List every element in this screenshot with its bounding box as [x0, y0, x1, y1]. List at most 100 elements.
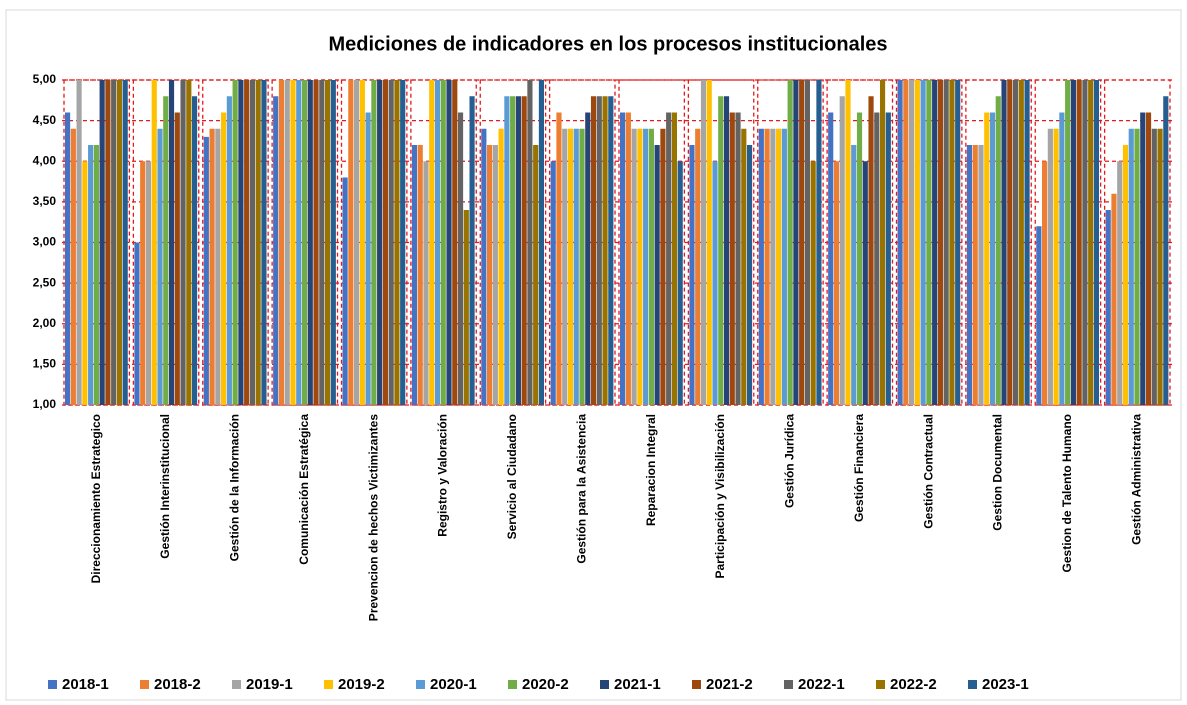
y-tick-label: 3,50: [33, 194, 57, 208]
bar: [932, 80, 938, 405]
bar: [885, 112, 891, 405]
x-tick-label: Participación y Visibilización: [713, 414, 727, 579]
y-tick-label: 4,00: [33, 153, 57, 167]
chart-title: Mediciones de indicadores en los proceso…: [328, 33, 887, 55]
y-tick-label: 1,00: [33, 397, 57, 411]
bar: [590, 96, 597, 405]
bar: [567, 128, 574, 405]
bar: [469, 96, 475, 405]
bar: [365, 112, 371, 405]
bar: [457, 112, 464, 405]
bar: [296, 80, 302, 405]
bar: [793, 80, 799, 405]
bar: [585, 112, 591, 405]
bar: [82, 161, 88, 405]
bar: [307, 80, 313, 405]
bar: [862, 161, 868, 405]
bar: [324, 80, 331, 405]
legend-swatch: [416, 680, 425, 689]
bar: [1157, 128, 1163, 405]
x-tick-label: Gestión Contractual: [921, 414, 935, 529]
bar: [452, 80, 458, 405]
bar: [556, 112, 562, 405]
bar: [93, 145, 99, 405]
bar: [949, 80, 955, 405]
bar: [937, 80, 943, 405]
legend-label: 2019-1: [246, 676, 293, 693]
bar: [602, 96, 608, 405]
bar: [1111, 193, 1117, 405]
bar: [729, 112, 735, 405]
bar: [879, 80, 886, 405]
bar: [573, 128, 579, 405]
bar: [723, 96, 730, 405]
legend-swatch: [784, 680, 793, 689]
bar: [1134, 128, 1140, 405]
bar: [579, 128, 585, 405]
legend-swatch: [508, 680, 517, 689]
y-tick-label: 2,50: [33, 275, 57, 289]
bar: [284, 80, 290, 405]
bar: [70, 128, 76, 405]
legend-swatch: [324, 680, 333, 689]
bar: [446, 80, 452, 405]
bar: [677, 161, 683, 405]
legend-label: 2022-2: [890, 676, 937, 693]
bar: [770, 128, 776, 405]
legend-swatch: [692, 680, 701, 689]
legend-label: 2018-2: [154, 676, 201, 693]
y-tick-label: 4,50: [33, 113, 57, 127]
bar: [417, 145, 423, 405]
bar: [608, 96, 614, 405]
bar: [1047, 128, 1053, 405]
bar: [712, 161, 718, 405]
bar: [215, 128, 221, 405]
x-tick-label: Gestión Interinstitucional: [158, 414, 172, 559]
bar: [984, 112, 990, 405]
bar: [903, 80, 909, 405]
x-tick-label: Gestión de la Información: [228, 414, 242, 561]
legend-swatch: [600, 680, 609, 689]
x-tick-label: Servicio al Ciudadano: [505, 414, 519, 539]
bar: [845, 80, 851, 405]
bar: [244, 80, 250, 405]
bar: [1018, 80, 1024, 405]
bar: [163, 96, 169, 405]
bar: [377, 80, 383, 405]
bar: [660, 128, 666, 405]
bar: [550, 161, 556, 405]
bar: [631, 128, 637, 405]
bar: [371, 80, 377, 405]
bar: [168, 80, 175, 405]
bar: [521, 96, 527, 405]
x-tick-label: Gestión Jurídica: [783, 414, 797, 508]
bar: [1117, 161, 1123, 405]
bar: [700, 80, 707, 405]
bar: [943, 80, 949, 405]
bar: [1053, 128, 1059, 405]
bar: [776, 128, 782, 405]
y-tick-label: 5,00: [33, 72, 57, 86]
bar: [348, 80, 354, 405]
x-tick-label: Comunicación Estratégica: [297, 414, 311, 565]
bar: [856, 112, 863, 405]
legend-label: 2020-1: [430, 676, 477, 693]
bar: [1076, 80, 1082, 405]
bar: [394, 80, 400, 405]
bar: [914, 80, 920, 405]
bar: [65, 112, 71, 405]
bar: [249, 80, 256, 405]
bar: [671, 112, 678, 405]
bar: [88, 145, 94, 405]
bar: [232, 80, 238, 405]
legend-label: 2022-1: [798, 676, 845, 693]
bar: [319, 80, 325, 405]
bar: [140, 161, 146, 405]
bar: [463, 210, 469, 405]
bar: [637, 128, 643, 405]
bar: [596, 96, 602, 405]
bar: [648, 128, 654, 405]
bar: [111, 80, 117, 405]
bar: [76, 80, 82, 405]
bar: [492, 145, 498, 405]
